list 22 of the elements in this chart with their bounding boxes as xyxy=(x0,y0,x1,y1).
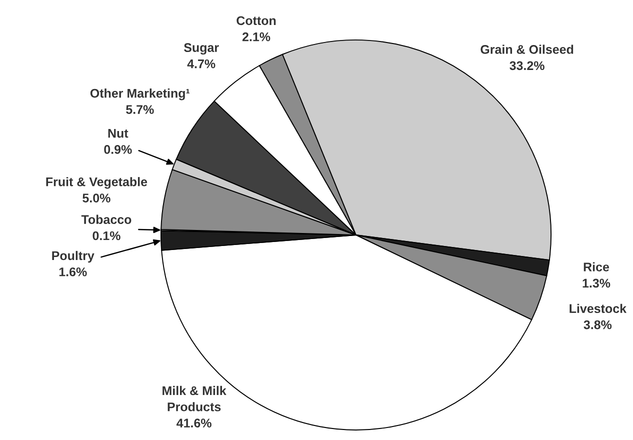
slice-label: Cotton xyxy=(236,16,276,26)
data-label: 0.9% xyxy=(104,145,132,154)
data-label: 1.6% xyxy=(59,267,87,276)
slice-label: Poultry xyxy=(52,250,94,263)
slice-label: Fruit & Vegetable xyxy=(46,177,148,189)
slice-label: Grain & Oilseed xyxy=(480,44,574,54)
data-label: 3.8% xyxy=(584,320,612,330)
data-label: 2.1% xyxy=(242,32,270,42)
data-label: 41.6% xyxy=(176,418,212,428)
slice-label: Livestock xyxy=(570,304,627,314)
slice-label: Milk & Milk Products xyxy=(162,386,226,412)
slice-label: Other Marketing¹ xyxy=(90,88,190,100)
data-label: 5.0% xyxy=(82,194,110,202)
slice-label: Sugar xyxy=(184,43,219,55)
data-label: 5.7% xyxy=(126,105,154,114)
data-label: 33.2% xyxy=(510,61,544,70)
data-label: 0.1% xyxy=(92,231,120,240)
data-label: 4.7% xyxy=(187,59,216,68)
data-label: 1.3% xyxy=(582,278,610,288)
slice-label: Rice xyxy=(584,262,610,272)
slice-label: Nut xyxy=(108,129,128,138)
slice-label: Tobacco xyxy=(81,214,132,224)
